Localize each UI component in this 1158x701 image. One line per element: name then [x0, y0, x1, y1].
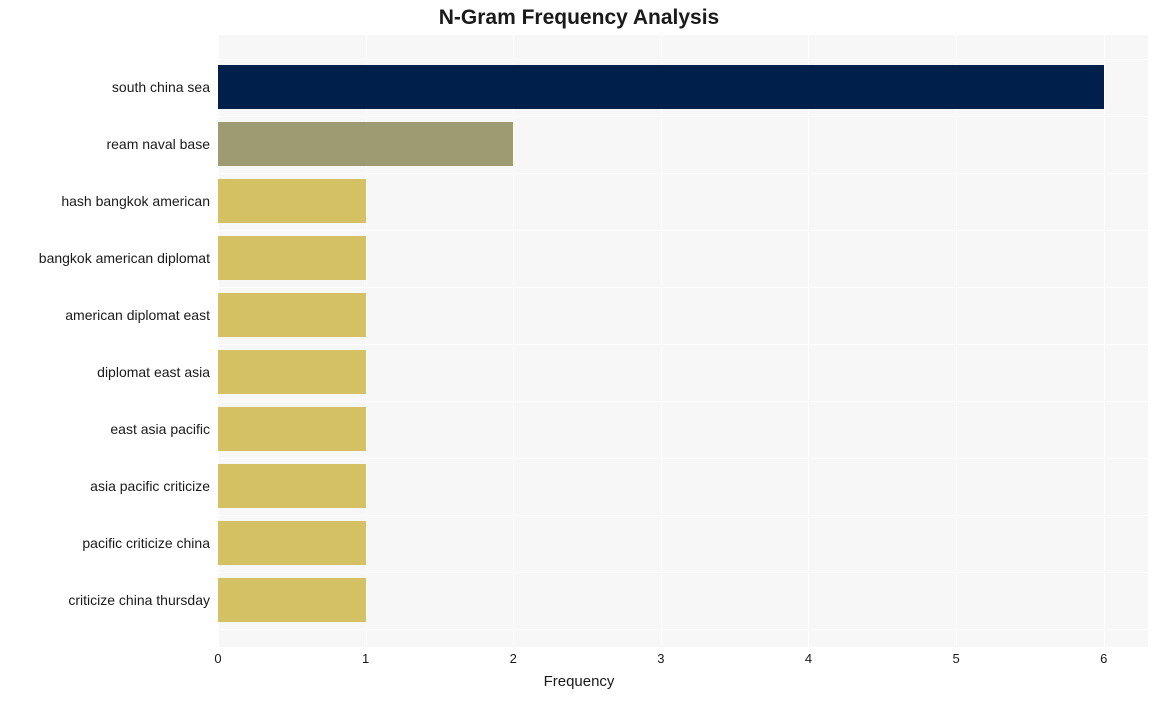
ngram-frequency-chart: N-Gram Frequency Analysis south china se…	[0, 0, 1158, 701]
chart-title: N-Gram Frequency Analysis	[0, 6, 1158, 30]
v-grid-line	[661, 35, 662, 647]
bar	[218, 578, 366, 622]
y-tick-label: pacific criticize china	[0, 535, 210, 551]
h-grid-line	[218, 572, 1148, 573]
bar	[218, 464, 366, 508]
x-axis-label: Frequency	[0, 673, 1158, 690]
v-grid-line	[808, 35, 809, 647]
h-grid-line	[218, 344, 1148, 345]
h-grid-line	[218, 401, 1148, 402]
h-grid-line	[218, 173, 1148, 174]
y-tick-label: asia pacific criticize	[0, 478, 210, 494]
h-grid-line	[218, 230, 1148, 231]
bar	[218, 293, 366, 337]
h-grid-line	[218, 287, 1148, 288]
h-grid-line	[218, 458, 1148, 459]
x-tick-label: 2	[510, 651, 517, 666]
x-tick-label: 5	[952, 651, 959, 666]
v-grid-line	[956, 35, 957, 647]
y-tick-label: east asia pacific	[0, 421, 210, 437]
y-tick-label: diplomat east asia	[0, 364, 210, 380]
v-grid-line	[1104, 35, 1105, 647]
bar	[218, 65, 1104, 109]
bar	[218, 179, 366, 223]
bar	[218, 122, 513, 166]
y-tick-label: south china sea	[0, 79, 210, 95]
v-grid-line	[513, 35, 514, 647]
x-tick-label: 3	[657, 651, 664, 666]
x-tick-label: 6	[1100, 651, 1107, 666]
y-tick-label: ream naval base	[0, 136, 210, 152]
h-grid-line	[218, 59, 1148, 60]
bar	[218, 350, 366, 394]
x-tick-label: 0	[214, 651, 221, 666]
x-tick-label: 1	[362, 651, 369, 666]
y-tick-label: criticize china thursday	[0, 592, 210, 608]
h-grid-line	[218, 116, 1148, 117]
y-tick-label: american diplomat east	[0, 307, 210, 323]
h-grid-line	[218, 629, 1148, 630]
h-grid-line	[218, 515, 1148, 516]
y-tick-label: hash bangkok american	[0, 193, 210, 209]
bar	[218, 407, 366, 451]
bar	[218, 236, 366, 280]
x-tick-label: 4	[805, 651, 812, 666]
bar	[218, 521, 366, 565]
plot-area	[218, 35, 1148, 647]
y-tick-label: bangkok american diplomat	[0, 250, 210, 266]
